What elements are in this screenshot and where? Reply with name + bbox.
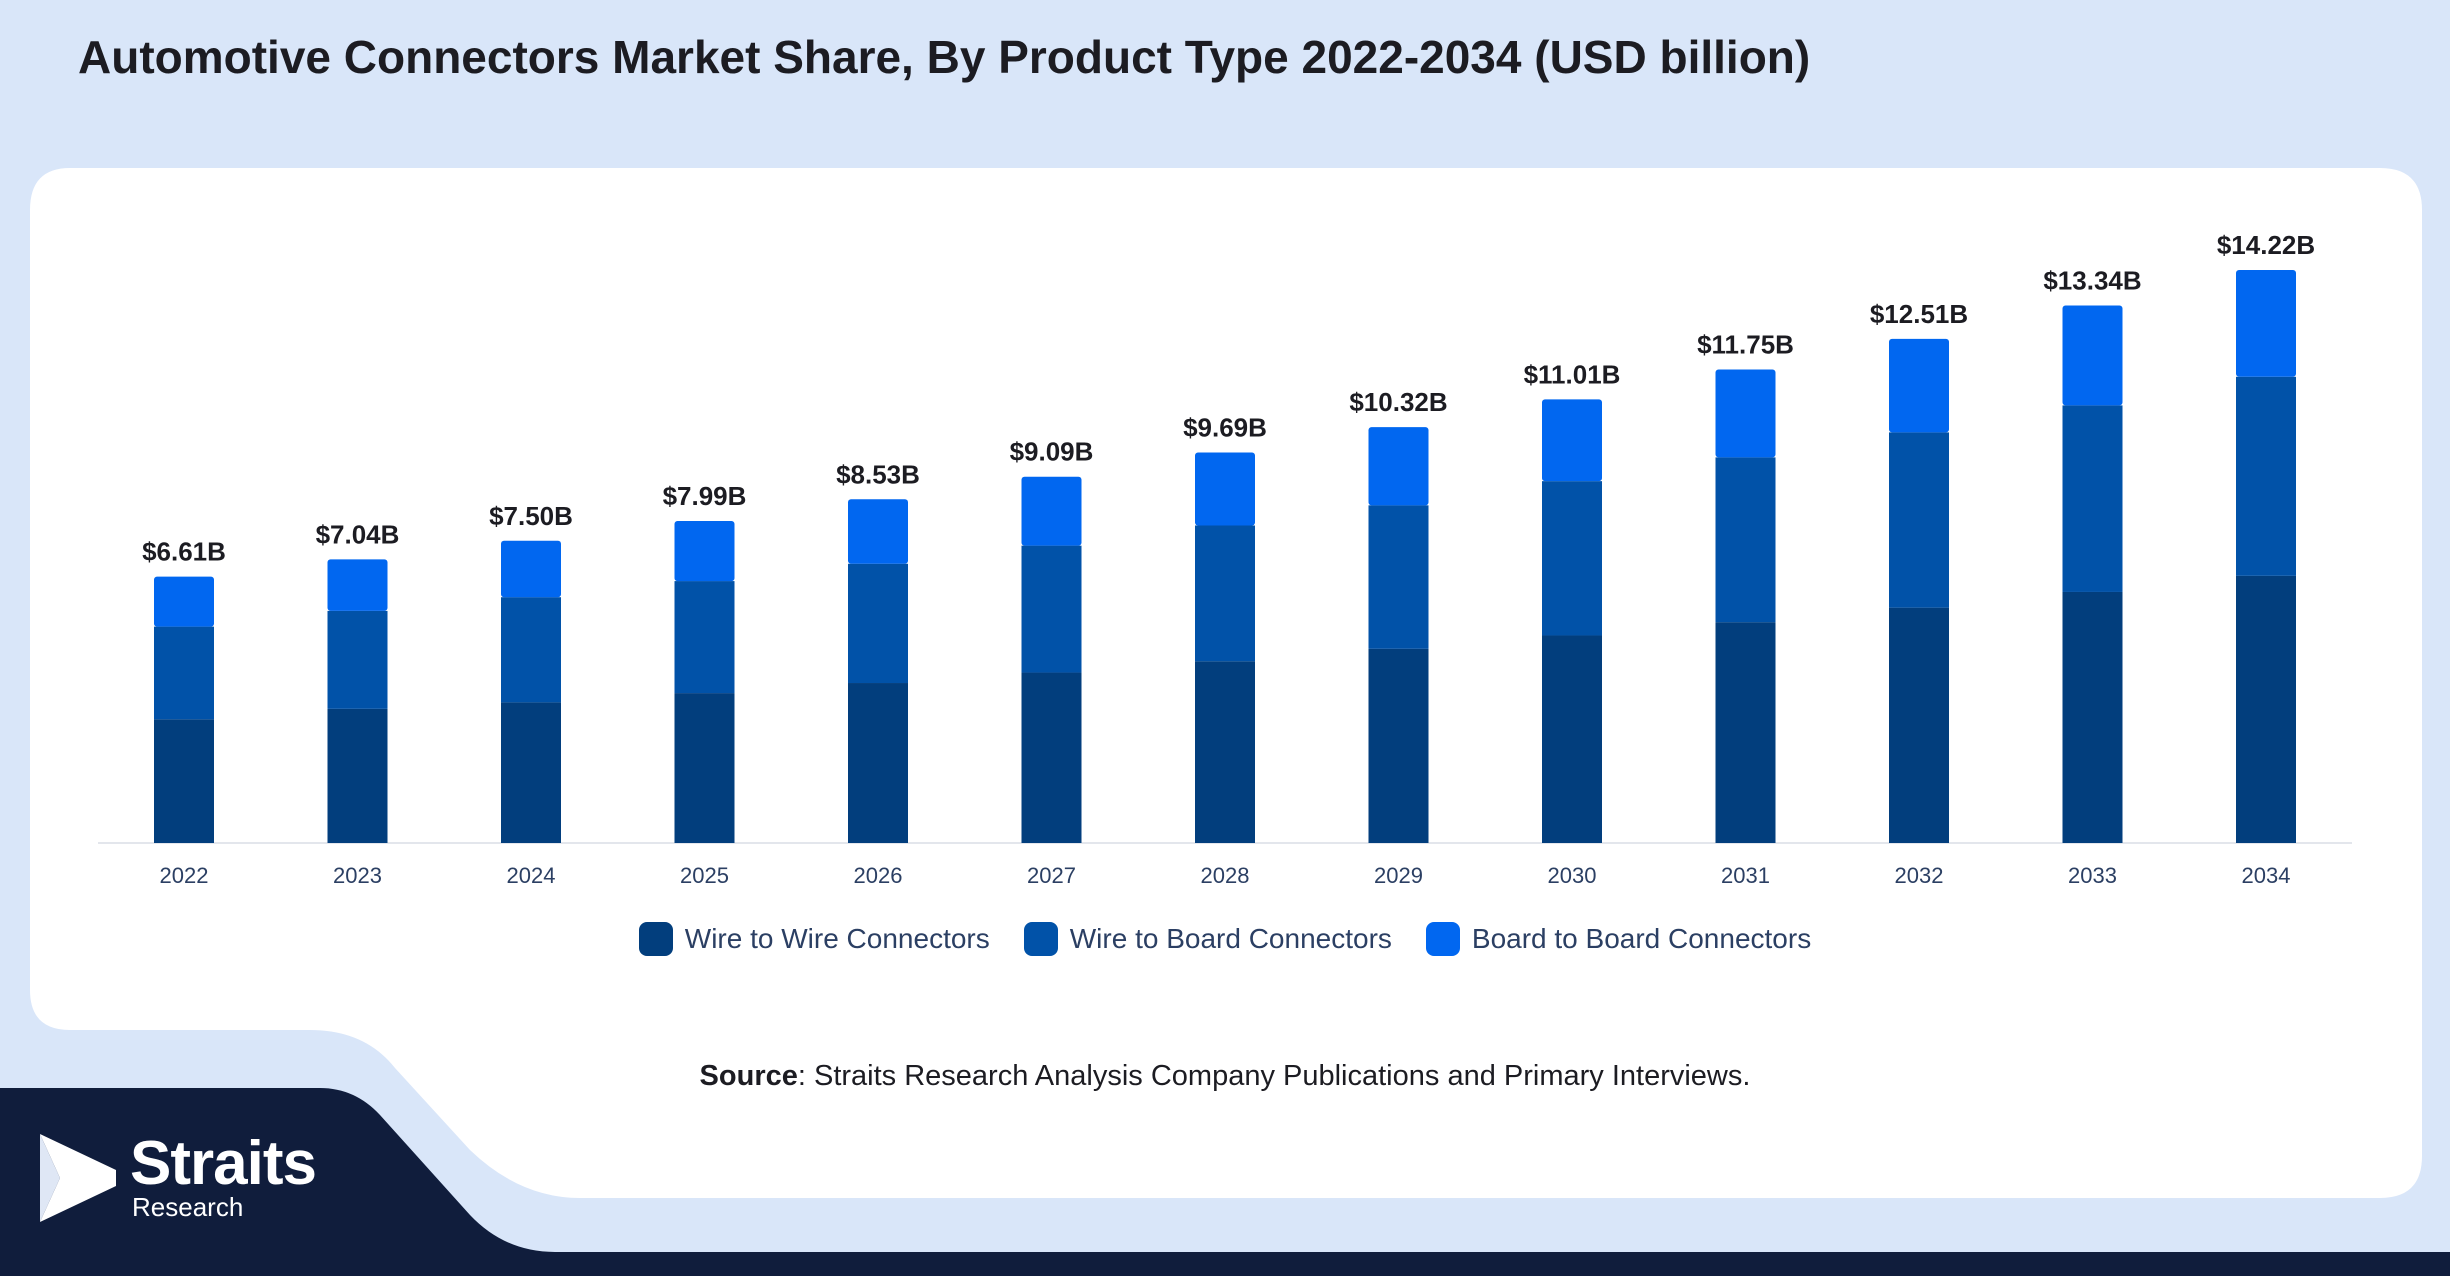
logo-subtitle: Research bbox=[132, 1192, 244, 1222]
x-tick-label-2033: 2033 bbox=[2068, 863, 2117, 888]
legend-label: Wire to Wire Connectors bbox=[684, 923, 990, 954]
total-labels-group: $6.61B $7.04B $7.50B $7.99B $8.53B $9.09B $9.6… bbox=[142, 230, 2315, 567]
bar-wire-to-board-connectors-2023[interactable] bbox=[327, 610, 388, 709]
chart-title: Automotive Connectors Market Share, By P… bbox=[78, 31, 1811, 83]
bar-wire-to-board-connectors-2027[interactable] bbox=[1021, 545, 1082, 673]
total-label-2026: $8.53B bbox=[836, 459, 920, 489]
logo-name: Straits bbox=[130, 1129, 317, 1198]
bar-wire-to-board-connectors-2024[interactable] bbox=[501, 597, 561, 703]
legend-swatch bbox=[638, 922, 673, 956]
x-tick-label-2024: 2024 bbox=[507, 863, 556, 888]
bar-wire-to-board-connectors-2034[interactable] bbox=[2236, 376, 2296, 576]
bar-board-to-board-connectors-2034[interactable] bbox=[2236, 270, 2296, 377]
logo-arrow-icon bbox=[40, 1134, 116, 1222]
source-text: : Straits Research Analysis Company Publ… bbox=[797, 1060, 1751, 1092]
legend-swatch bbox=[1425, 922, 1460, 956]
bar-board-to-board-connectors-2028[interactable] bbox=[1195, 452, 1255, 526]
x-tick-label-2031: 2031 bbox=[1721, 863, 1770, 888]
bar-board-to-board-connectors-2022[interactable] bbox=[154, 576, 214, 627]
x-tick-label-2032: 2032 bbox=[1895, 863, 1944, 888]
legend-swatch bbox=[1023, 922, 1058, 956]
bar-board-to-board-connectors-2029[interactable] bbox=[1368, 427, 1429, 506]
footer-dark-shape bbox=[0, 1088, 2450, 1276]
x-tick-label-2027: 2027 bbox=[1027, 863, 1076, 888]
bar-wire-to-wire-connectors-2026[interactable] bbox=[848, 683, 908, 843]
legend-item-board-to-board[interactable]: Board to Board Connectors bbox=[1425, 922, 1812, 956]
bar-wire-to-board-connectors-2026[interactable] bbox=[848, 563, 908, 684]
bar-wire-to-wire-connectors-2024[interactable] bbox=[501, 702, 561, 843]
x-tick-label-2034: 2034 bbox=[2242, 863, 2291, 888]
bar-wire-to-board-connectors-2030[interactable] bbox=[1542, 481, 1602, 636]
total-label-2029: $10.32B bbox=[1349, 387, 1447, 417]
x-tick-label-2029: 2029 bbox=[1374, 863, 1423, 888]
bar-board-to-board-connectors-2025[interactable] bbox=[674, 521, 735, 582]
x-tick-label-2028: 2028 bbox=[1201, 863, 1250, 888]
total-label-2030: $11.01B bbox=[1524, 359, 1621, 389]
bar-wire-to-board-connectors-2022[interactable] bbox=[154, 626, 214, 720]
bar-wire-to-board-connectors-2031[interactable] bbox=[1715, 457, 1776, 623]
bar-board-to-board-connectors-2026[interactable] bbox=[848, 499, 908, 564]
bar-wire-to-wire-connectors-2031[interactable] bbox=[1715, 622, 1776, 843]
total-label-2027: $9.09B bbox=[1010, 437, 1094, 467]
bar-wire-to-wire-connectors-2025[interactable] bbox=[674, 693, 735, 843]
total-label-2028: $9.69B bbox=[1183, 413, 1267, 443]
x-tick-label-2022: 2022 bbox=[160, 863, 209, 888]
legend-label: Wire to Board Connectors bbox=[1069, 923, 1392, 954]
bar-wire-to-board-connectors-2029[interactable] bbox=[1368, 505, 1429, 649]
bar-wire-to-board-connectors-2032[interactable] bbox=[1889, 432, 1949, 608]
x-tick-label-2026: 2026 bbox=[854, 863, 903, 888]
bar-board-to-board-connectors-2033[interactable] bbox=[2062, 305, 2123, 406]
x-tick-label-2025: 2025 bbox=[680, 863, 729, 888]
bar-board-to-board-connectors-2023[interactable] bbox=[327, 559, 388, 611]
legend-label: Board to Board Connectors bbox=[1471, 923, 1812, 954]
bar-wire-to-wire-connectors-2023[interactable] bbox=[327, 708, 388, 843]
bar-board-to-board-connectors-2032[interactable] bbox=[1889, 338, 1949, 433]
total-label-2025: $7.99B bbox=[663, 481, 747, 511]
total-label-2031: $11.75B bbox=[1697, 330, 1794, 360]
total-label-2034: $14.22B bbox=[2217, 230, 2315, 260]
bar-wire-to-wire-connectors-2034[interactable] bbox=[2236, 575, 2296, 843]
bar-board-to-board-connectors-2024[interactable] bbox=[501, 540, 561, 598]
bar-wire-to-wire-connectors-2030[interactable] bbox=[1542, 635, 1602, 843]
bar-wire-to-wire-connectors-2027[interactable] bbox=[1021, 672, 1082, 843]
total-label-2024: $7.50B bbox=[489, 501, 573, 531]
bar-board-to-board-connectors-2031[interactable] bbox=[1715, 369, 1776, 458]
x-tick-label-2023: 2023 bbox=[333, 863, 382, 888]
source-label: Source bbox=[699, 1060, 798, 1092]
x-tick-labels-group: 2022 2023 2024 2025 2026 2027 2028 2029 2030 2031… bbox=[160, 863, 2291, 888]
legend: Wire to Wire Connectors Wire to Board Co… bbox=[0, 922, 2450, 956]
bar-wire-to-wire-connectors-2022[interactable] bbox=[154, 719, 214, 843]
total-label-2022: $6.61B bbox=[142, 537, 226, 567]
legend-item-wire-to-wire[interactable]: Wire to Wire Connectors bbox=[638, 922, 990, 956]
x-tick-label-2030: 2030 bbox=[1548, 863, 1597, 888]
bar-board-to-board-connectors-2027[interactable] bbox=[1021, 476, 1082, 546]
bar-wire-to-board-connectors-2025[interactable] bbox=[674, 581, 735, 694]
bar-wire-to-wire-connectors-2032[interactable] bbox=[1889, 607, 1949, 843]
bar-series-group bbox=[154, 270, 2296, 843]
legend-item-wire-to-board[interactable]: Wire to Board Connectors bbox=[1023, 922, 1392, 956]
bar-wire-to-board-connectors-2028[interactable] bbox=[1195, 525, 1255, 662]
total-label-2032: $12.51B bbox=[1870, 299, 1968, 329]
total-label-2033: $13.34B bbox=[2043, 265, 2141, 295]
total-label-2023: $7.04B bbox=[316, 519, 400, 549]
bar-wire-to-board-connectors-2033[interactable] bbox=[2062, 405, 2123, 592]
bar-wire-to-wire-connectors-2029[interactable] bbox=[1368, 648, 1429, 843]
bar-wire-to-wire-connectors-2028[interactable] bbox=[1195, 661, 1255, 843]
source-note: Source: Straits Research Analysis Compan… bbox=[0, 1060, 2450, 1093]
bar-board-to-board-connectors-2030[interactable] bbox=[1542, 399, 1602, 482]
bar-wire-to-wire-connectors-2033[interactable] bbox=[2062, 591, 2123, 843]
straits-research-logo: Straits Research bbox=[36, 1128, 356, 1228]
